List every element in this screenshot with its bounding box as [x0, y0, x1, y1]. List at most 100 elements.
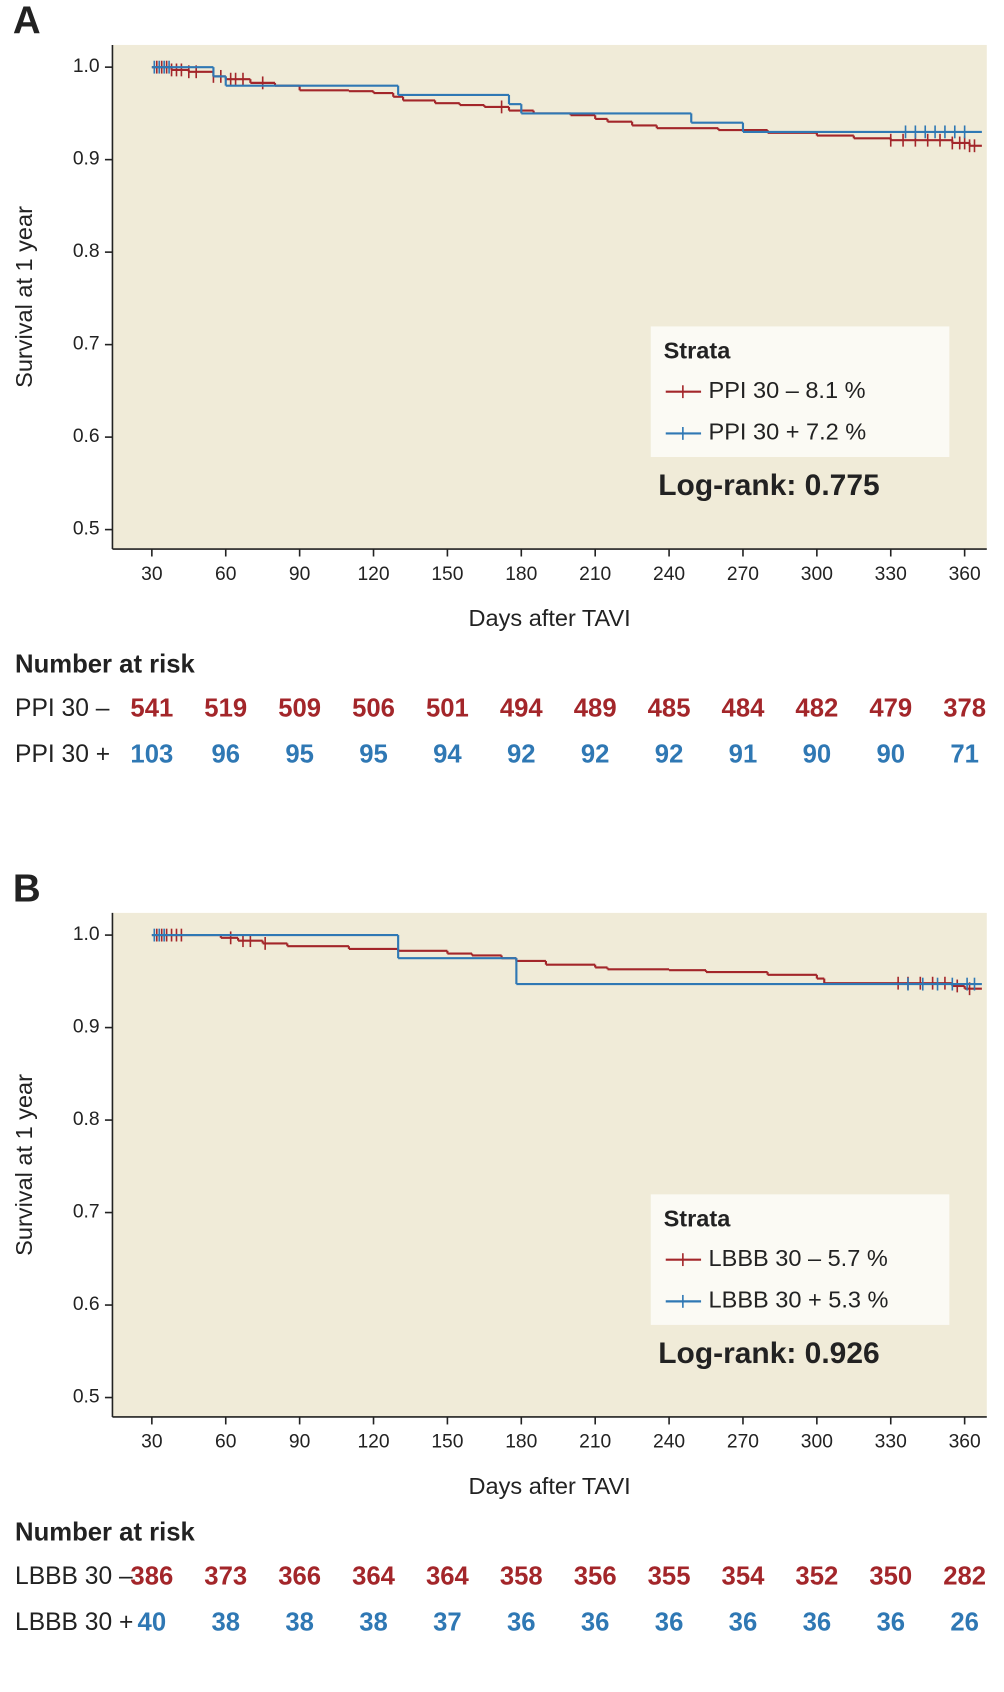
y-tick-label: 1.0 — [73, 56, 100, 77]
risk-value: 38 — [211, 1608, 240, 1636]
risk-value: 92 — [655, 740, 684, 768]
annotation: Log-rank: 0.926 — [658, 1337, 879, 1370]
x-tick-label: 210 — [579, 1432, 611, 1453]
panel-label: B — [13, 868, 41, 911]
risk-value: 386 — [130, 1562, 173, 1590]
risk-value: 494 — [500, 694, 544, 722]
x-tick-label: 270 — [727, 1432, 759, 1453]
x-tick-label: 60 — [215, 564, 236, 585]
y-tick-label: 0.7 — [73, 334, 100, 355]
risk-value: 519 — [204, 694, 247, 722]
x-tick-label: 180 — [505, 1432, 537, 1453]
risk-value: 91 — [729, 740, 758, 768]
x-tick-label: 90 — [289, 1432, 310, 1453]
risk-value: 94 — [433, 740, 462, 768]
risk-title: Number at risk — [15, 650, 195, 678]
risk-value: 26 — [950, 1608, 979, 1636]
x-tick-label: 270 — [727, 564, 759, 585]
y-tick-label: 0.9 — [73, 149, 100, 170]
x-axis-title: Days after TAVI — [469, 1473, 631, 1499]
risk-value: 282 — [943, 1562, 986, 1590]
legend-label: PPI 30 + 7.2 % — [709, 419, 867, 445]
y-tick-label: 0.9 — [73, 1017, 100, 1038]
risk-value: 356 — [574, 1562, 617, 1590]
x-tick-label: 30 — [141, 1432, 162, 1453]
risk-value: 352 — [795, 1562, 838, 1590]
survival-curve — [151, 60, 982, 139]
risk-value: 366 — [278, 1562, 321, 1590]
risk-value: 482 — [795, 694, 838, 722]
risk-title: Number at risk — [15, 1518, 195, 1546]
risk-value: 509 — [278, 694, 321, 722]
risk-value: 373 — [204, 1562, 247, 1590]
risk-value: 36 — [507, 1608, 536, 1636]
risk-value: 90 — [803, 740, 832, 768]
x-axis-title: Days after TAVI — [469, 605, 631, 631]
x-tick-label: 300 — [801, 1432, 833, 1453]
y-tick-label: 0.8 — [73, 241, 100, 262]
risk-value: 485 — [648, 694, 691, 722]
legend-label: LBBB 30 – 5.7 % — [709, 1245, 888, 1271]
risk-value: 40 — [138, 1608, 167, 1636]
risk-value: 37 — [433, 1608, 462, 1636]
risk-value: 90 — [876, 740, 905, 768]
x-tick-label: 60 — [215, 1432, 236, 1453]
y-tick-label: 0.7 — [73, 1202, 100, 1223]
risk-value: 355 — [648, 1562, 691, 1590]
risk-value: 36 — [655, 1608, 684, 1636]
legend-label: PPI 30 – 8.1 % — [709, 377, 866, 403]
risk-row-name: LBBB 30 + — [15, 1609, 133, 1636]
risk-value: 38 — [359, 1608, 388, 1636]
x-tick-label: 360 — [949, 564, 981, 585]
risk-row-name: LBBB 30 – — [15, 1563, 133, 1590]
y-tick-label: 1.0 — [73, 924, 100, 945]
y-axis-title: Survival at 1 year — [11, 1074, 37, 1256]
legend-title: Strata — [664, 1205, 732, 1231]
x-tick-label: 210 — [579, 564, 611, 585]
legend-label: LBBB 30 + 5.3 % — [709, 1287, 889, 1313]
legend-title: Strata — [664, 337, 732, 363]
annotation: Log-rank: 0.775 — [658, 469, 879, 502]
risk-value: 364 — [352, 1562, 396, 1590]
x-tick-label: 150 — [431, 1432, 463, 1453]
y-tick-label: 0.5 — [73, 519, 100, 540]
y-tick-label: 0.6 — [73, 1294, 100, 1315]
risk-value: 36 — [803, 1608, 832, 1636]
risk-value: 364 — [426, 1562, 470, 1590]
risk-row-name: PPI 30 – — [15, 695, 110, 722]
y-tick-label: 0.5 — [73, 1387, 100, 1408]
risk-value: 36 — [581, 1608, 610, 1636]
risk-value: 484 — [722, 694, 766, 722]
x-tick-label: 30 — [141, 564, 162, 585]
risk-value: 95 — [285, 740, 314, 768]
x-tick-label: 330 — [875, 1432, 907, 1453]
risk-value: 92 — [581, 740, 610, 768]
risk-value: 38 — [285, 1608, 314, 1636]
risk-value: 489 — [574, 694, 617, 722]
survival-curve — [151, 928, 982, 991]
risk-value: 506 — [352, 694, 395, 722]
risk-row-name: PPI 30 + — [15, 741, 110, 768]
x-tick-label: 180 — [505, 564, 537, 585]
risk-value: 95 — [359, 740, 388, 768]
risk-value: 479 — [869, 694, 912, 722]
risk-value: 378 — [943, 694, 986, 722]
risk-value: 541 — [130, 694, 173, 722]
y-tick-label: 0.8 — [73, 1109, 100, 1130]
y-axis-title: Survival at 1 year — [11, 206, 37, 388]
x-tick-label: 240 — [653, 1432, 685, 1453]
risk-value: 501 — [426, 694, 469, 722]
risk-value: 96 — [211, 740, 240, 768]
plot-background — [112, 912, 987, 1417]
y-tick-label: 0.6 — [73, 426, 100, 447]
x-tick-label: 360 — [949, 1432, 981, 1453]
x-tick-label: 240 — [653, 564, 685, 585]
x-tick-label: 120 — [357, 1432, 389, 1453]
panel-label: A — [13, 0, 41, 43]
risk-value: 71 — [950, 740, 979, 768]
plot-background — [112, 44, 987, 550]
x-tick-label: 90 — [289, 564, 310, 585]
risk-value: 103 — [130, 740, 173, 768]
x-tick-label: 120 — [357, 564, 389, 585]
x-tick-label: 150 — [431, 564, 463, 585]
